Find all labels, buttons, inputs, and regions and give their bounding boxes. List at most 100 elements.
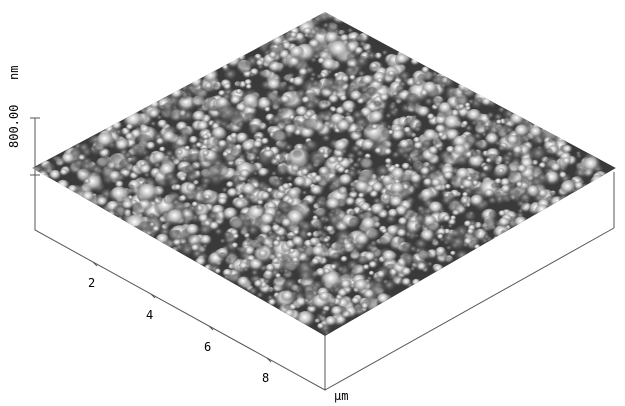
grain [561, 157, 572, 166]
grain [417, 73, 426, 82]
grain [318, 12, 331, 17]
grain [291, 236, 305, 248]
grain [266, 78, 283, 93]
grain [358, 208, 366, 215]
grain [231, 242, 239, 250]
grain [346, 152, 358, 163]
grain [256, 36, 276, 54]
grain [108, 171, 122, 183]
grain [311, 157, 324, 168]
grain [369, 240, 379, 249]
grain [394, 53, 410, 67]
grain [282, 75, 290, 82]
grain [387, 208, 399, 219]
grain [223, 69, 239, 84]
grain [139, 125, 151, 135]
grain [500, 184, 512, 195]
grain [179, 175, 187, 182]
grain [264, 106, 271, 113]
x-tick [150, 293, 156, 299]
grain [464, 102, 471, 109]
grain [484, 133, 500, 147]
grain [447, 193, 454, 199]
grain [339, 34, 350, 43]
grain [351, 110, 366, 123]
grain [323, 217, 332, 225]
grain [218, 252, 227, 260]
grain [390, 167, 406, 182]
grain [223, 123, 235, 133]
grain [413, 136, 421, 144]
grain [346, 236, 356, 245]
grain [236, 121, 246, 130]
grain [301, 190, 309, 197]
grain [409, 173, 423, 185]
grain [484, 188, 495, 199]
grain [314, 198, 327, 209]
grain [241, 183, 257, 198]
grain [336, 156, 344, 164]
grain [374, 147, 383, 155]
grain [289, 114, 296, 121]
grain [260, 191, 271, 202]
grain [170, 88, 184, 101]
x-tick [266, 357, 272, 363]
grain [110, 154, 121, 164]
grain [495, 119, 503, 126]
grain [398, 139, 411, 151]
grain [498, 210, 507, 218]
grain [289, 303, 298, 312]
grain [236, 276, 251, 289]
grain [223, 231, 234, 241]
grain [109, 186, 130, 205]
grain [213, 82, 220, 89]
grain [428, 146, 439, 156]
grain [115, 129, 123, 137]
grain [328, 94, 340, 105]
grain [203, 70, 219, 84]
grain [316, 323, 325, 330]
grain [198, 224, 214, 239]
grain [312, 220, 325, 232]
grain [442, 215, 451, 223]
grain [545, 148, 554, 156]
x-tick-label: 8 [262, 371, 269, 385]
grain [321, 134, 332, 144]
grain [286, 175, 295, 184]
grain [402, 253, 417, 267]
grain [281, 183, 291, 191]
grain [513, 216, 529, 230]
grain [248, 72, 256, 79]
grain [406, 157, 414, 163]
grain [473, 244, 481, 251]
grain [178, 127, 192, 139]
grain [318, 148, 326, 155]
axis-frame [34, 118, 326, 391]
grain [466, 109, 483, 123]
grain [340, 256, 349, 263]
grain [383, 148, 393, 156]
grain [447, 223, 454, 230]
grain [498, 217, 511, 229]
grain [325, 225, 335, 234]
grain [255, 292, 265, 300]
grain [242, 266, 250, 274]
grain [148, 109, 161, 120]
grain [258, 249, 269, 259]
grain [200, 176, 214, 189]
grain [293, 176, 307, 189]
grain [155, 138, 165, 146]
grain [323, 268, 332, 276]
grain [467, 228, 475, 236]
grain [256, 59, 265, 68]
grain [263, 149, 275, 160]
grain [419, 250, 434, 263]
grain [274, 209, 284, 218]
grain [245, 84, 253, 90]
grain [303, 100, 319, 115]
grain [382, 194, 390, 202]
grain [215, 97, 230, 110]
grain [292, 76, 305, 89]
grain [517, 208, 525, 215]
